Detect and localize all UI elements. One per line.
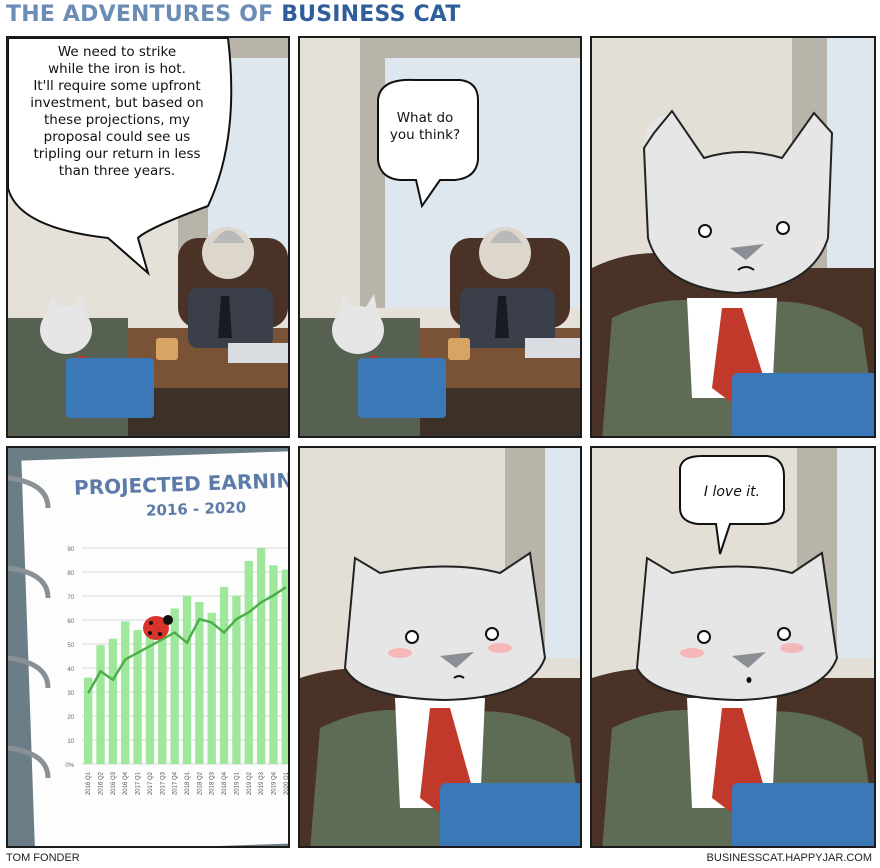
chart-bar [281, 569, 288, 764]
speech-line: investment, but based on [30, 95, 204, 111]
chart-subheading: 2016 - 2020 [145, 498, 247, 520]
chart-bar [232, 595, 241, 764]
speech-line: What do [396, 110, 454, 126]
speech-line: It'll require some upfront [33, 78, 201, 94]
panel-1-art [8, 38, 288, 436]
chart-y-tick: 40 [67, 667, 74, 673]
chart-bar [84, 677, 93, 764]
chart-y-tick: 80 [67, 571, 74, 577]
speech-line: than three years. [58, 163, 176, 179]
panel-3-art [592, 38, 874, 436]
panel-2: What do you think? [298, 36, 582, 438]
chart-bar [182, 595, 192, 764]
title-highlight: BUSINESS CAT [281, 2, 461, 27]
chart-bar [219, 586, 229, 764]
chart-bar [158, 617, 167, 764]
chart-bar [256, 548, 266, 764]
chart-x-tick: 2017 Q4 [173, 771, 179, 795]
chart-x-tick: 2016 Q4 [123, 771, 129, 795]
chart-y-tick: 0% [65, 763, 74, 769]
speech-line: these projections, my [44, 112, 190, 128]
chart-bar [207, 612, 216, 764]
ladybug-icon [143, 615, 173, 640]
chart-y-tick: 30 [67, 691, 74, 697]
chart-bar [145, 634, 155, 764]
panel-3 [590, 36, 876, 438]
chart-y-tick: 60 [67, 619, 74, 625]
chart-x-tick: 2020 Q1 [284, 771, 290, 795]
chart-bar [170, 608, 179, 764]
chart-x-tick: 2017 Q1 [136, 771, 142, 795]
chart-bar [244, 560, 253, 764]
speech-line: you think? [389, 127, 461, 143]
website-credit: BUSINESSCAT.HAPPYJAR.COM [706, 852, 872, 864]
chart-x-tick: 2016 Q1 [86, 771, 92, 795]
panel-6: I love it. [590, 446, 876, 848]
chart-y-tick: 20 [67, 715, 74, 721]
chart-x-tick: 2019 Q4 [271, 771, 277, 795]
speech-bubble-1: We need to strike while the iron is hot.… [12, 44, 222, 180]
chart-bar [269, 565, 278, 764]
chart-bar [96, 645, 105, 764]
panel-2-art [300, 38, 580, 436]
chart-y-tick: 50 [67, 643, 74, 649]
chart-x-tick: 2019 Q1 [234, 771, 240, 795]
chart-bar [133, 630, 142, 764]
speech-bubble-2: What do you think? [370, 110, 480, 144]
chart-y-tick: 90 [67, 547, 74, 553]
panel-4: 90 80 70 60 50 40 30 20 10 0% 2016 Q1 2016 Q2 2016 … [6, 446, 290, 848]
panel-6-art [592, 448, 874, 846]
chart-bar [108, 638, 118, 764]
speech-line: while the iron is hot. [48, 61, 186, 77]
chart-x-tick: 2016 Q2 [99, 771, 105, 795]
chart-x-tick: 2019 Q3 [259, 771, 265, 795]
chart-x-tick: 2019 Q2 [247, 771, 253, 795]
chart-panel-art: 90 80 70 60 50 40 30 20 10 0% 2016 Q1 2016 Q2 2016 … [8, 448, 290, 846]
chart-x-tick: 2018 Q1 [185, 771, 191, 795]
speech-bubble-6: I love it. [703, 484, 761, 500]
speech-line: proposal could see us [43, 129, 191, 145]
chart-x-tick: 2017 Q2 [148, 771, 154, 795]
chart-bar [195, 602, 204, 764]
author-credit: TOM FONDER [6, 852, 80, 864]
panel-5 [298, 446, 582, 848]
chart-x-tick: 2018 Q4 [222, 771, 228, 795]
panel-1: We need to strike while the iron is hot.… [6, 36, 290, 438]
chart-y-tick: 10 [67, 739, 74, 745]
chart-x-tick: 2016 Q3 [111, 771, 117, 795]
chart-trend-line [87, 586, 287, 694]
chart-bar [121, 621, 130, 764]
binder-rings [8, 475, 51, 779]
speech-line: We need to strike [57, 44, 177, 60]
speech-line: tripling our return in less [33, 146, 201, 162]
chart-x-tick: 2018 Q3 [210, 771, 216, 795]
panel-5-art [300, 448, 580, 846]
chart-x-tick: 2018 Q2 [197, 771, 203, 795]
chart-x-tick: 2017 Q3 [160, 771, 166, 795]
title-prefix: THE ADVENTURES OF [6, 2, 274, 27]
comic-title: THE ADVENTURES OF BUSINESS CAT [6, 2, 461, 27]
chart-y-tick: 70 [67, 595, 74, 601]
